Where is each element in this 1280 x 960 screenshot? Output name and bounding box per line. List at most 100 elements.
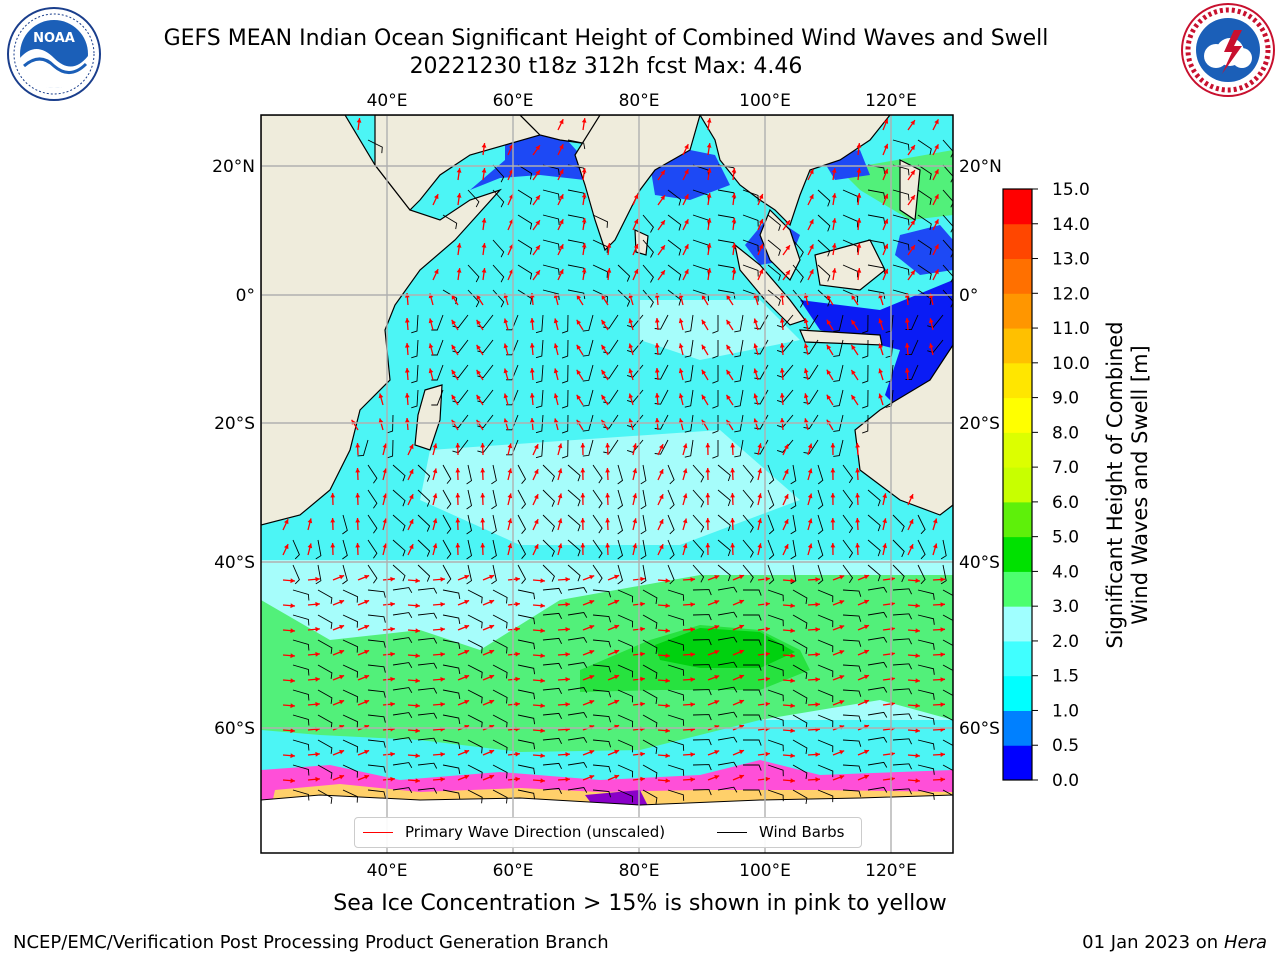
wind-barb [867,761,888,768]
wind-barb [411,364,419,384]
wave-arrow-head [489,674,495,680]
wind-barb [367,489,378,509]
wind-barb [535,439,544,459]
wave-arrow-head [864,599,869,605]
wave-arrow-head [730,493,735,498]
legend-wind-entry: Wind Barbs [717,823,844,841]
wind-barb [667,564,675,585]
wind-barb [617,539,624,560]
wave-arrow-head [455,493,461,498]
wave-arrow-head [883,118,889,124]
wave-zone-0-1m-bengal [650,150,730,200]
wind-barb [342,564,348,585]
wave-arrow-head [576,369,582,375]
wave-arrow-head [784,544,789,550]
madagascar-land [414,384,443,451]
wave-arrow-head [864,674,869,680]
wind-barb [642,764,658,779]
wind-barb [640,514,647,535]
wind-barb [917,789,935,800]
wave-arrow-head [456,243,462,248]
wind-barb [692,714,712,721]
wind-barb [842,614,862,622]
wave-arrow-head [915,728,920,733]
colorbar-segment [1003,501,1032,538]
wave-arrow-head [815,752,820,757]
colorbar-segment [1003,745,1032,781]
wind-barb [892,214,910,226]
wind-barb [712,315,719,334]
wave-arrow-head [701,294,707,300]
wave-arrow-head [714,675,720,680]
wind-barb [767,489,775,510]
colorbar-segment [1003,293,1032,329]
wave-arrow-head [507,493,513,499]
wind-barb [367,714,386,723]
wind-barb [942,189,953,208]
wind-barb [517,789,536,800]
wind-barb [492,789,508,804]
wind-barb [917,689,935,700]
wind-barb [742,239,759,252]
southeast-asia-land [699,115,891,227]
wind-barb [466,489,473,510]
wave-arrow-head [915,778,920,783]
wind-barb [617,614,634,628]
wind-barb [712,440,719,459]
wave-arrow-head [540,728,545,733]
wave-arrow-head [934,244,939,250]
wave-arrow-head [640,776,645,782]
wave-arrow-head [559,269,564,275]
wind-barb [492,714,508,729]
lat-left-0: 0° [236,286,255,306]
wind-barb [517,264,533,280]
wave-arrow-head [684,194,689,200]
wind-barb [862,414,869,434]
wind-barb [467,639,483,654]
wind-barb [477,339,494,354]
wave-arrow-head [758,244,764,249]
wind-barb [942,739,953,746]
wind-barb [567,564,581,582]
wind-barb [367,539,378,559]
wave-arrow-head [390,776,395,782]
wind-barb [561,314,569,334]
wind-barb [862,364,869,384]
wave-arrow-head [476,344,481,350]
wind-barb [592,639,612,648]
wind-barb [767,714,784,727]
lat-left-20n: 20°N [212,157,255,177]
wind-barb [803,389,819,404]
legend-wave-label: Primary Wave Direction (unscaled) [405,823,666,841]
map-frame [260,114,954,854]
wind-barb [803,414,819,429]
wave-arrow-head [315,776,320,782]
wind-barb [892,539,905,558]
wave-arrow-head [515,676,520,682]
wind-barb [582,339,594,357]
wind-barb [367,564,378,584]
wind-barb [867,611,888,618]
wind-barb [317,789,333,804]
wave-arrow-head [476,369,481,375]
wind-barb [342,514,348,535]
wind-barb [684,439,694,458]
lat-right-20s: 20°S [959,414,1000,434]
wind-barb [867,289,886,299]
wave-arrow-head [701,394,707,400]
wave-arrow-head [864,624,869,630]
wind-barb [790,464,797,485]
wave-arrow-head [581,168,587,173]
wind-barb [942,264,953,283]
wind-barb [466,514,473,535]
wave-arrow-head [785,220,790,226]
colorbar-tick-label: 14.0 [1052,215,1090,235]
wave-arrow-head [659,444,664,450]
wave-arrow-head [831,218,837,223]
wave-arrow-head [765,601,770,607]
wind-barb [517,214,533,230]
wind-barb [734,314,744,333]
wave-arrow-head [451,319,456,325]
wave-arrow-head [826,369,832,375]
wind-barb [592,739,612,748]
